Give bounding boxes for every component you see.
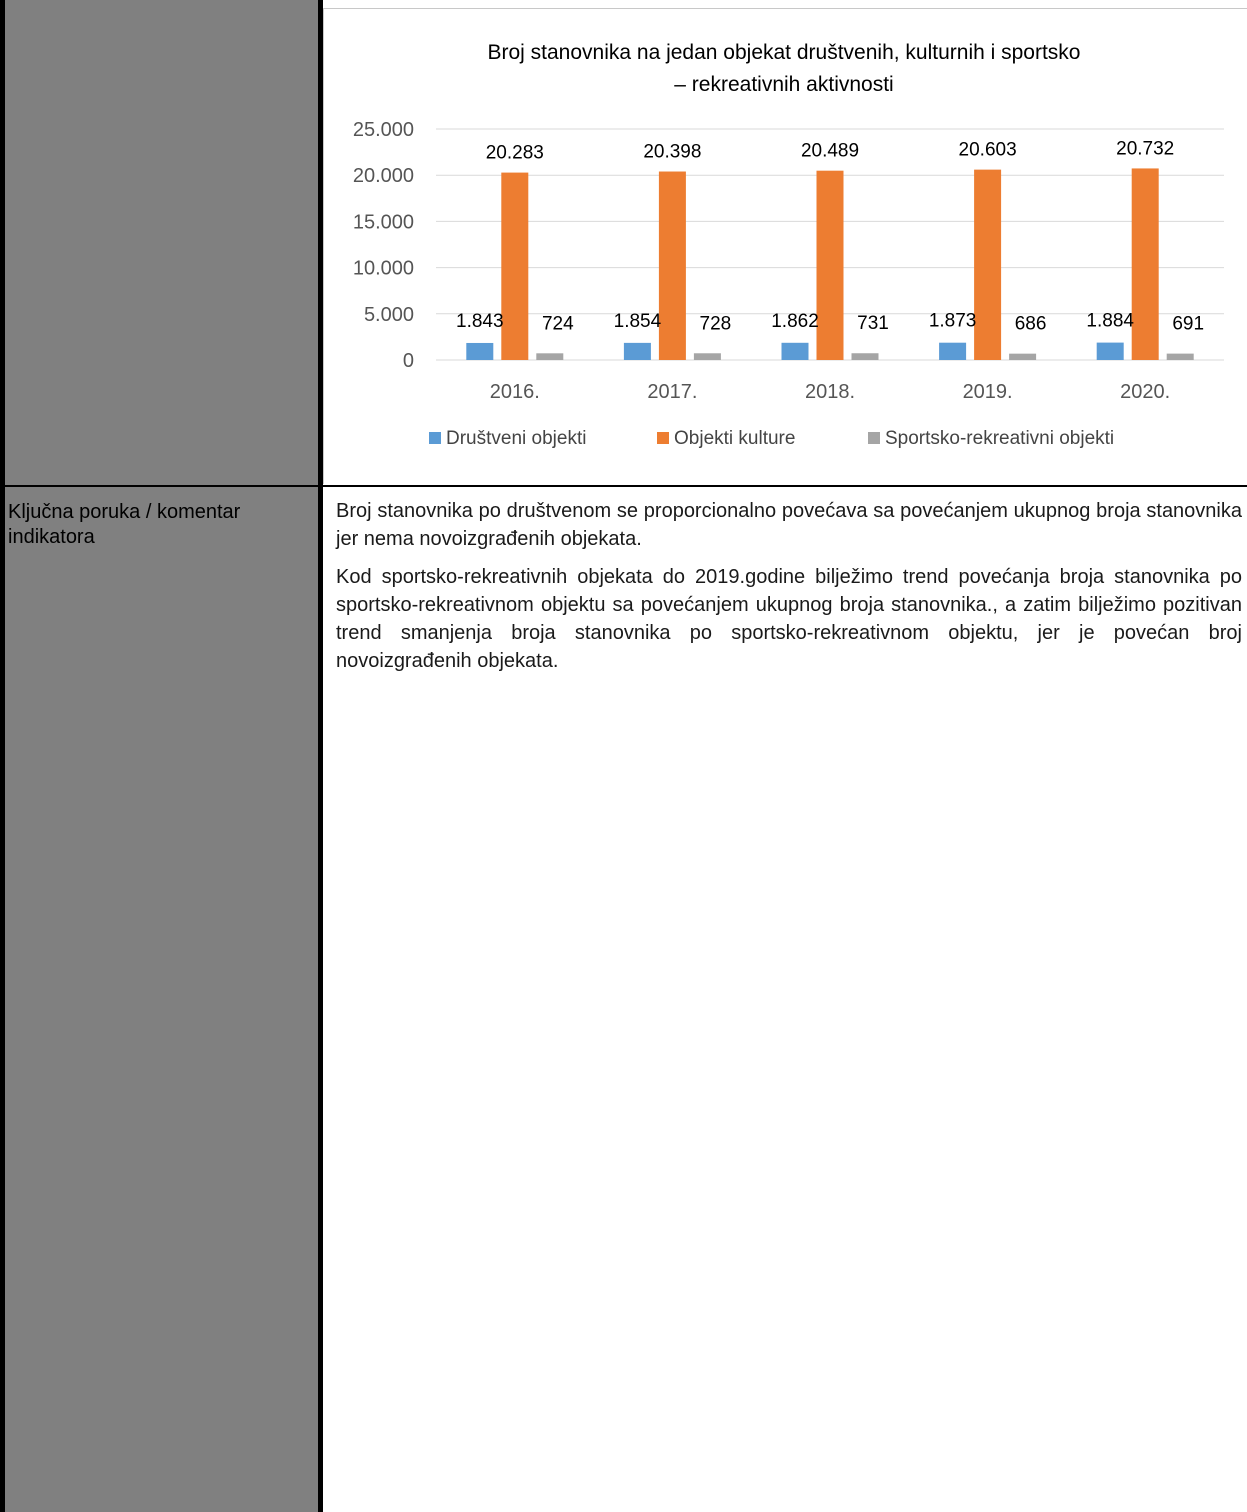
bar — [501, 172, 529, 360]
data-label: 1.843 — [456, 311, 504, 332]
chart-title-line1: Broj stanovnika na jedan objekat društve… — [487, 41, 1080, 64]
legend-swatch — [429, 432, 441, 444]
data-label: 1.854 — [614, 311, 662, 332]
y-tick-label: 20.000 — [353, 165, 414, 187]
bar — [1009, 353, 1037, 360]
data-label: 731 — [857, 313, 889, 334]
data-label: 686 — [1015, 314, 1047, 335]
table-border-left — [0, 0, 5, 1512]
legend-swatch — [868, 432, 880, 444]
row-comment: Broj stanovnika po društvenom se proporc… — [336, 497, 1242, 685]
bar — [693, 353, 721, 360]
data-label: 1.884 — [1086, 311, 1134, 332]
left-label-column — [0, 0, 320, 1512]
data-label: 20.603 — [959, 140, 1017, 161]
x-tick-label: 2020. — [1120, 381, 1170, 403]
y-tick-label: 5.000 — [364, 304, 414, 326]
x-tick-label: 2017. — [647, 381, 697, 403]
data-label: 728 — [700, 313, 732, 334]
data-label: 1.873 — [929, 311, 977, 332]
table-border-middle — [318, 0, 323, 1512]
comment-paragraph-1: Broj stanovnika po društvenom se proporc… — [336, 500, 1242, 550]
bar — [974, 169, 1002, 360]
bar — [658, 171, 686, 360]
data-label: 20.398 — [643, 142, 701, 163]
comment-paragraph-2: Kod sportsko-rekreativnih objekata do 20… — [336, 566, 1242, 672]
table-row-divider — [0, 485, 1247, 487]
chart-title-line2: – rekreativnih aktivnosti — [674, 73, 893, 96]
data-label: 724 — [542, 313, 574, 334]
data-label: 691 — [1172, 314, 1204, 335]
bar — [466, 342, 494, 360]
chart-container: Broj stanovnika na jedan objekat društve… — [323, 8, 1247, 484]
y-tick-label: 10.000 — [353, 258, 414, 280]
data-label: 20.489 — [801, 141, 859, 162]
bar — [816, 170, 844, 360]
legend-label: Društveni objekti — [446, 428, 586, 449]
bar-chart: Broj stanovnika na jedan objekat društve… — [353, 41, 1224, 449]
legend-label: Objekti kulture — [674, 428, 795, 449]
bar — [851, 353, 879, 360]
row-label: Ključna poruka / komentar indikatora — [8, 501, 241, 548]
bar — [1131, 168, 1159, 360]
x-tick-label: 2016. — [490, 381, 540, 403]
x-tick-label: 2019. — [963, 381, 1013, 403]
data-label: 20.732 — [1116, 138, 1174, 159]
y-tick-label: 0 — [403, 350, 414, 372]
bar — [939, 342, 967, 360]
y-tick-label: 25.000 — [353, 119, 414, 141]
bar — [1096, 342, 1124, 360]
x-tick-label: 2018. — [805, 381, 855, 403]
y-tick-label: 15.000 — [353, 211, 414, 233]
bar — [536, 353, 564, 360]
legend-swatch — [657, 432, 669, 444]
legend-label: Sportsko-rekreativni objekti — [885, 428, 1114, 449]
data-label: 20.283 — [486, 143, 544, 164]
bar — [623, 342, 651, 360]
data-label: 1.862 — [771, 311, 819, 332]
bar — [1166, 353, 1194, 360]
bar — [781, 342, 809, 360]
